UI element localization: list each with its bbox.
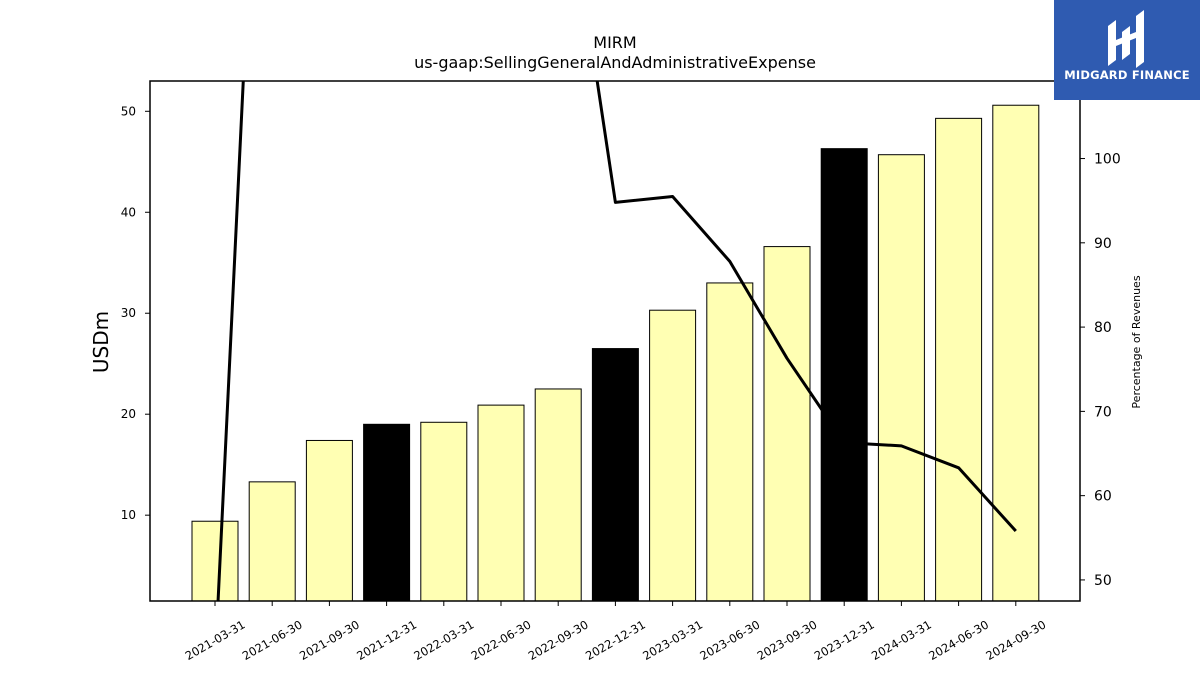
bar-2023-09-30 [763,246,811,602]
right-tick-label: 50 [1094,573,1112,589]
x-axis-ticks: 2021-03-312021-06-302021-09-302021-12-31… [183,601,1048,663]
x-tick-label: 2023-09-30 [755,617,820,663]
x-tick-label: 2021-06-30 [240,617,305,663]
midgard-logo-icon [1108,10,1144,68]
bar-2023-06-30 [706,282,754,602]
bar-2021-03-31 [191,520,239,602]
bar-2024-06-30 [935,117,983,602]
x-tick-label: 2024-06-30 [926,617,991,663]
x-tick-label: 2023-03-31 [640,617,705,663]
x-tick-label: 2022-09-30 [526,617,591,663]
chart-subtitle: us-gaap:SellingGeneralAndAdministrativeE… [414,53,816,72]
right-tick-label: 80 [1094,320,1112,336]
x-tick-label: 2021-12-31 [354,617,419,663]
right-tick-label: 90 [1094,236,1112,252]
right-axis-ticks: 50 60 70 80 90 100 [1080,152,1121,589]
bar-2022-03-31 [420,421,468,602]
x-tick-label: 2022-03-31 [411,617,476,663]
bar-2021-09-30 [305,439,353,602]
left-tick-label: 20 [121,407,136,421]
bar-2024-03-31 [877,154,925,602]
left-tick-label: 10 [121,508,136,522]
left-tick-label: 40 [121,205,136,219]
bar-2022-09-30 [534,388,582,602]
bar-2021-12-31 [363,423,411,602]
right-tick-label: 100 [1094,152,1121,168]
bars-layer [191,104,1040,602]
bar-2022-06-30 [477,404,525,602]
x-tick-label: 2024-03-31 [869,617,934,663]
bar-2024-09-30 [992,104,1040,602]
logo-badge: MIDGARD FINANCE [1054,0,1200,100]
x-tick-label: 2023-06-30 [697,617,762,663]
bar-2023-03-31 [649,309,697,602]
left-tick-label: 50 [121,104,136,118]
y-axis-label: USDm [89,311,113,373]
logo-text: MIDGARD FINANCE [1064,68,1190,82]
right-tick-label: 70 [1094,404,1112,420]
chart-title: MIRM [593,33,636,52]
x-tick-label: 2022-12-31 [583,617,648,663]
bar-2023-12-31 [820,148,868,602]
right-tick-label: 60 [1094,489,1112,505]
left-tick-label: 30 [121,306,136,320]
x-tick-label: 2021-03-31 [183,617,248,663]
x-tick-label: 2021-09-30 [297,617,362,663]
y2-axis-label: Percentage of Revenues [1130,275,1143,408]
left-axis-ticks: 10 20 30 40 50 [121,104,150,522]
x-tick-label: 2022-06-30 [469,617,534,663]
bar-2022-12-31 [591,348,639,602]
percentage-line [216,81,1017,601]
x-tick-label: 2024-09-30 [983,617,1048,663]
bar-2021-06-30 [248,481,296,602]
x-tick-label: 2023-12-31 [812,617,877,663]
